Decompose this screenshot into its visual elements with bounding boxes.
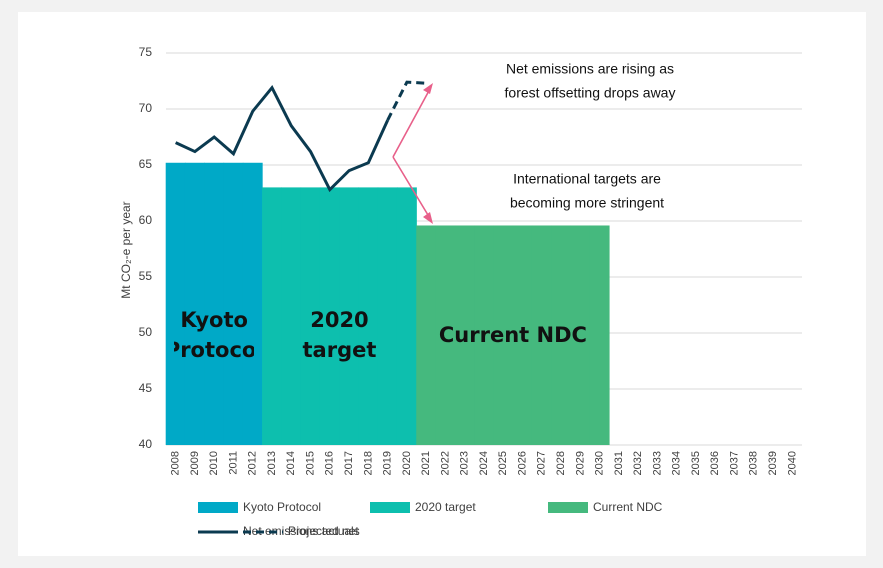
x-tick-label: 2021 xyxy=(420,451,432,475)
legend-swatch xyxy=(548,502,588,513)
x-tick-label: 2033 xyxy=(651,451,663,475)
bar xyxy=(281,187,302,445)
x-tick-label: 2023 xyxy=(459,451,471,475)
x-tick-label: 2010 xyxy=(208,451,220,475)
bar xyxy=(262,187,282,445)
bar-label-box: 2020 target xyxy=(302,307,377,362)
x-tick-label: 2020 xyxy=(401,451,413,475)
bar xyxy=(589,225,610,445)
x-tick-label: 2036 xyxy=(709,451,721,475)
x-tick-label: 2040 xyxy=(786,451,798,475)
x-tick-label: 2008 xyxy=(170,451,182,475)
x-tick-label: 2022 xyxy=(439,451,451,475)
x-tick-label: 2029 xyxy=(574,451,586,475)
y-tick-label: 50 xyxy=(139,325,153,339)
line-series xyxy=(386,80,427,121)
x-tick-label: 2018 xyxy=(362,451,374,475)
legend-label: Current NDC xyxy=(593,500,663,514)
y-tick-label: 55 xyxy=(139,269,153,283)
annotation: becoming more stringent xyxy=(510,195,664,211)
x-tick-label: 2009 xyxy=(189,451,201,475)
x-tick-label: 2025 xyxy=(497,451,509,475)
legend-swatch xyxy=(198,502,238,513)
bar-label: Kyoto Protocol xyxy=(174,307,255,362)
x-tick-label: 2026 xyxy=(516,451,528,475)
x-tick-label: 2037 xyxy=(728,451,740,475)
x-tick-label: 2014 xyxy=(285,451,297,475)
x-tick-label: 2012 xyxy=(247,451,259,475)
bar xyxy=(474,225,494,445)
x-tick-label: 2039 xyxy=(767,451,779,475)
bar xyxy=(551,225,572,445)
bar xyxy=(204,162,225,445)
bar xyxy=(358,187,379,445)
line-series xyxy=(175,84,390,193)
legend-label: Kyoto Protocol xyxy=(243,500,321,514)
x-tick-label: 2017 xyxy=(343,451,355,475)
x-tick-label: 2016 xyxy=(324,451,336,475)
x-tick-label: 2027 xyxy=(536,451,548,475)
x-tick-label: 2032 xyxy=(632,451,644,475)
y-tick-label: 70 xyxy=(139,101,153,115)
x-tick-label: 2030 xyxy=(594,451,606,475)
x-tick-label: 2013 xyxy=(266,451,278,475)
y-axis-label: Mt CO₂-e per year xyxy=(119,201,133,298)
bar xyxy=(300,187,321,445)
bar xyxy=(377,187,398,445)
annotation: forest offsetting drops away xyxy=(505,85,676,101)
bar xyxy=(493,225,514,445)
x-tick-label: 2034 xyxy=(671,451,683,475)
y-tick-label: 40 xyxy=(139,437,153,451)
x-tick-label: 2035 xyxy=(690,451,702,475)
bar xyxy=(531,225,552,445)
bar xyxy=(242,162,263,445)
x-tick-label: 2011 xyxy=(227,451,239,475)
bar xyxy=(319,187,340,445)
bar-label-box: Kyoto Protocol xyxy=(174,307,255,362)
y-tick-label: 75 xyxy=(139,45,153,59)
legend-label: Projected net xyxy=(288,524,359,538)
y-tick-label: 65 xyxy=(139,157,153,171)
arrow xyxy=(392,86,432,221)
x-tick-label: 2038 xyxy=(748,451,760,475)
annotation: Net emissions are rising as xyxy=(506,61,674,77)
bar xyxy=(454,225,475,445)
x-tick-label: 2015 xyxy=(304,451,316,475)
bar xyxy=(184,162,205,445)
x-tick-label: 2019 xyxy=(382,451,394,475)
bar-label-box: Current NDC xyxy=(438,322,587,347)
bar xyxy=(165,162,186,445)
y-tick-label: 45 xyxy=(139,381,153,395)
legend-label: 2020 target xyxy=(415,500,476,514)
bar xyxy=(223,162,244,445)
bar xyxy=(396,187,417,445)
legend-label: Net emissions actuals xyxy=(243,524,360,538)
x-tick-label: 2024 xyxy=(478,451,490,475)
bar xyxy=(435,225,456,445)
bar-label: 2020 target xyxy=(302,307,377,362)
bar xyxy=(512,225,533,445)
x-tick-label: 2031 xyxy=(613,451,625,475)
bar xyxy=(570,225,591,445)
annotation: International targets are xyxy=(513,171,661,187)
bar xyxy=(416,225,437,445)
bar xyxy=(339,187,360,445)
bar-label: Current NDC xyxy=(438,322,587,347)
legend-swatch xyxy=(370,502,410,513)
x-tick-label: 2028 xyxy=(555,451,567,475)
y-tick-label: 60 xyxy=(139,213,153,227)
